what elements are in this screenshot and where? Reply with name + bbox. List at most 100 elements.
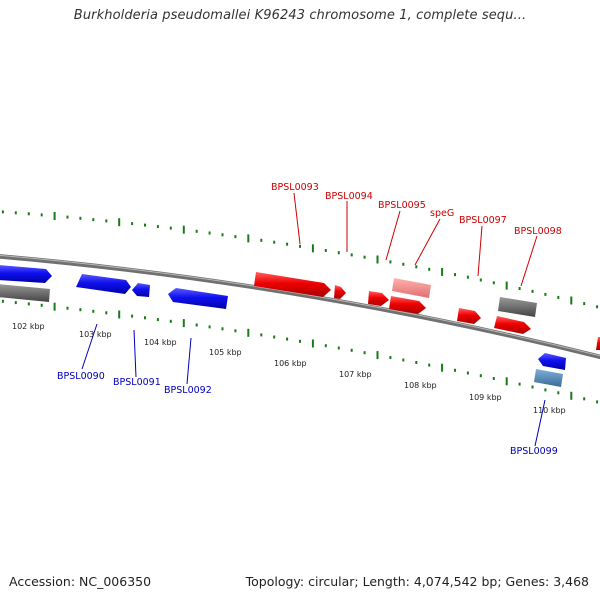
minor-tick [234, 235, 237, 239]
gene-label-bpsl0097[interactable]: BPSL0097 [459, 215, 507, 226]
kbp-label: 105 kbp [209, 348, 242, 357]
major-tick [53, 212, 56, 220]
reverse-gene-labels [81, 323, 546, 447]
minor-tick [557, 391, 560, 395]
minor-tick [402, 262, 405, 266]
gene-feature-bpsl0092[interactable] [168, 288, 228, 309]
gene-label-bpsl0091[interactable]: BPSL0091 [113, 377, 161, 388]
minor-tick [169, 319, 172, 323]
gene-label-bpsl0099[interactable]: BPSL0099 [510, 446, 558, 457]
minor-tick [596, 400, 599, 404]
minor-tick [492, 377, 495, 380]
major-tick [311, 339, 314, 348]
gene-label-speg[interactable]: speG [430, 208, 454, 219]
minor-tick [260, 238, 263, 242]
minor-tick [92, 218, 95, 222]
gene-label-bpsl0093[interactable]: BPSL0093 [271, 182, 319, 193]
gene-label-bpsl0092[interactable]: BPSL0092 [164, 385, 212, 396]
minor-tick [428, 267, 431, 271]
minor-tick [273, 335, 276, 339]
gene-feature-bpsl0093[interactable] [254, 272, 331, 297]
minor-tick [156, 225, 159, 229]
kbp-label: 109 kbp [469, 393, 502, 402]
minor-tick [518, 287, 521, 290]
minor-tick [286, 337, 289, 341]
major-tick [182, 319, 185, 328]
minor-tick [66, 215, 69, 219]
gene-feature-bpsl0099[interactable] [538, 353, 566, 370]
gene-feature-left-edge[interactable] [0, 265, 52, 283]
gene-feature-speg[interactable] [392, 278, 431, 298]
gene-feature-bpsl0098-a[interactable] [457, 308, 481, 324]
gene-feature-bpsl0098-b[interactable] [494, 316, 531, 334]
minor-tick [428, 363, 431, 367]
gene-label-bpsl0094[interactable]: BPSL0094 [325, 191, 373, 202]
minor-tick [557, 295, 560, 299]
gene-feature-bpsl0091[interactable] [132, 283, 150, 297]
minor-tick [415, 265, 418, 269]
minor-tick [169, 226, 172, 230]
minor-tick [92, 309, 95, 313]
minor-tick [531, 385, 534, 389]
minor-tick [195, 229, 198, 233]
accession-text: Accession: NC_006350 [9, 574, 152, 589]
minor-tick [350, 253, 353, 257]
major-tick [376, 351, 379, 360]
minor-tick [105, 311, 108, 315]
kbp-label: 108 kbp [404, 381, 437, 390]
gene-label-bpsl0090[interactable]: BPSL0090 [57, 371, 105, 382]
gene-feature-bpsl0094[interactable] [334, 285, 346, 299]
major-tick [505, 281, 508, 290]
minor-tick [40, 303, 43, 307]
kbp-label: 103 kbp [79, 330, 112, 339]
major-tick [570, 391, 573, 400]
minor-tick [221, 233, 224, 237]
minor-tick [492, 281, 495, 285]
minor-tick [363, 351, 366, 355]
gene-feature-bpsl0097[interactable] [389, 296, 426, 314]
gene-feature-bpsl0090[interactable] [76, 274, 131, 294]
sequence-backbone [0, 254, 600, 360]
major-tick [53, 302, 56, 311]
minor-tick [144, 316, 146, 320]
minor-tick [479, 374, 482, 378]
outer-tick-track [1, 210, 599, 309]
inner-tick-track [1, 299, 599, 404]
minor-tick [337, 346, 340, 350]
minor-tick [337, 251, 340, 255]
minor-tick [105, 219, 108, 223]
minor-tick [221, 327, 224, 331]
minor-tick [363, 255, 366, 259]
minor-tick [402, 358, 405, 362]
minor-tick [234, 329, 237, 333]
forward-gene-labels [293, 192, 538, 287]
minor-tick [273, 240, 276, 244]
major-tick [441, 267, 444, 276]
gene-feature-bpsl0099-b[interactable] [534, 369, 563, 387]
minor-tick [79, 308, 82, 312]
minor-tick [14, 301, 17, 305]
minor-tick [27, 302, 30, 306]
gene-feature-edge[interactable] [596, 337, 600, 350]
minor-tick [131, 222, 134, 226]
minor-tick [350, 348, 353, 352]
gene-feature-bpsl0095[interactable] [368, 291, 389, 306]
gray-feature-left[interactable] [0, 284, 50, 302]
minor-tick [286, 242, 289, 246]
minor-tick [208, 325, 211, 329]
major-tick [505, 377, 508, 386]
minor-tick [324, 344, 327, 348]
sequence-info-text: Topology: circular; Length: 4,074,542 bp… [245, 574, 589, 589]
minor-tick [324, 249, 327, 252]
major-tick [441, 363, 444, 372]
minor-tick [583, 302, 586, 306]
minor-tick [1, 299, 4, 303]
minor-tick [131, 314, 134, 318]
minor-tick [40, 213, 43, 217]
gray-feature-right[interactable] [498, 297, 537, 317]
gene-label-bpsl0095[interactable]: BPSL0095 [378, 200, 426, 211]
major-tick [570, 296, 573, 305]
kbp-label: 104 kbp [144, 338, 177, 347]
gene-label-bpsl0098[interactable]: BPSL0098 [514, 226, 562, 237]
